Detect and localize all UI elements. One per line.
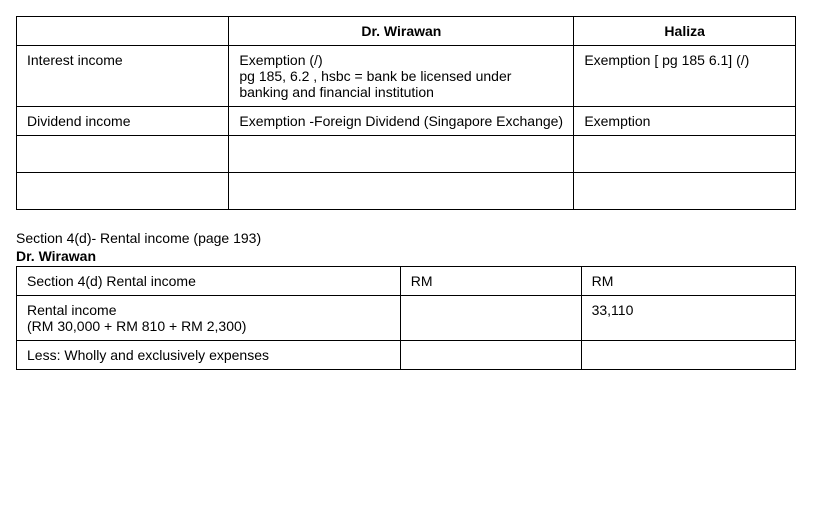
header-rm2: RM (581, 267, 795, 296)
header-rm1: RM (400, 267, 581, 296)
table-row: Rental income(RM 30,000 + RM 810 + RM 2,… (17, 296, 796, 341)
table-row: Less: Wholly and exclusively expenses (17, 341, 796, 370)
table-row (17, 173, 796, 210)
row-label: Dividend income (17, 107, 229, 136)
row-rm2: 33,110 (581, 296, 795, 341)
header-haliza: Haliza (574, 17, 796, 46)
section-name: Dr. Wirawan (16, 248, 801, 264)
table-row: Interest income Exemption (/)pg 185, 6.2… (17, 46, 796, 107)
cell-haliza (574, 173, 796, 210)
header-blank (17, 17, 229, 46)
table-row: Dividend income Exemption -Foreign Divid… (17, 107, 796, 136)
cell-wirawan (229, 173, 574, 210)
row-desc: Less: Wholly and exclusively expenses (17, 341, 401, 370)
row-label (17, 136, 229, 173)
row-rm1 (400, 296, 581, 341)
table-header-row: Dr. Wirawan Haliza (17, 17, 796, 46)
row-rm1 (400, 341, 581, 370)
cell-haliza: Exemption [ pg 185 6.1] (/) (574, 46, 796, 107)
table-header-row: Section 4(d) Rental income RM RM (17, 267, 796, 296)
cell-haliza (574, 136, 796, 173)
cell-haliza: Exemption (574, 107, 796, 136)
section-label: Section 4(d)- Rental income (page 193) (16, 230, 801, 246)
row-label (17, 173, 229, 210)
header-desc: Section 4(d) Rental income (17, 267, 401, 296)
cell-wirawan (229, 136, 574, 173)
table-row (17, 136, 796, 173)
income-exemption-table: Dr. Wirawan Haliza Interest income Exemp… (16, 16, 796, 210)
header-wirawan: Dr. Wirawan (229, 17, 574, 46)
row-rm2 (581, 341, 795, 370)
row-desc: Rental income(RM 30,000 + RM 810 + RM 2,… (17, 296, 401, 341)
cell-wirawan: Exemption -Foreign Dividend (Singapore E… (229, 107, 574, 136)
rental-income-table: Section 4(d) Rental income RM RM Rental … (16, 266, 796, 370)
cell-wirawan: Exemption (/)pg 185, 6.2 , hsbc = bank b… (229, 46, 574, 107)
row-label: Interest income (17, 46, 229, 107)
